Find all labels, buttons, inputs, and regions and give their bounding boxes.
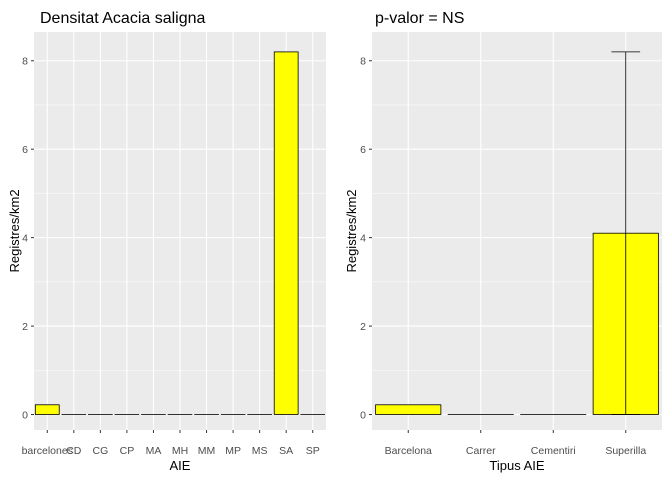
x-axis-title: Tipus AIE [489,458,544,473]
y-tick-label: 4 [22,233,28,245]
right-panel: 0 2 4 6 8 Barcelona Carrer Cementiri Superilla p-… [344,10,662,473]
chart-title: p-valor = NS [375,10,464,27]
chart-title: Densitat Acacia saligna [40,10,206,27]
y-axis-title: Registres/km2 [7,189,22,272]
y-tick-label: 8 [360,56,366,68]
x-tick-label: SP [306,445,320,457]
x-tick-label: CD [66,445,82,457]
x-axis-title: AIE [170,458,191,473]
bar-barcelones [35,405,59,415]
x-tick-label: SA [279,445,293,457]
y-tick-label: 4 [360,233,366,245]
y-axis-title: Registres/km2 [344,189,359,272]
x-tick-label: CP [120,445,135,457]
x-tick-label: MP [225,445,241,457]
x-tick-label: Carrer [466,445,496,457]
x-tick-label: Cementiri [531,445,576,457]
bar-sa [274,52,298,415]
x-tick-label: MA [146,445,162,457]
y-tick-label: 8 [22,56,28,68]
y-tick-label: 2 [22,321,28,333]
y-tick-label: 6 [22,144,28,156]
y-tick-label: 0 [22,410,28,422]
x-tick-label: MH [172,445,188,457]
x-tick-label: CG [92,445,108,457]
y-tick-label: 2 [360,321,366,333]
y-tick-label: 6 [360,144,366,156]
x-tick-label: MS [252,445,268,457]
x-tick-label: MM [198,445,216,457]
x-tick-label: Superilla [605,445,646,457]
bar-barcelona [376,405,441,415]
y-tick-label: 0 [360,410,366,422]
x-tick-label: Barcelona [385,445,432,457]
